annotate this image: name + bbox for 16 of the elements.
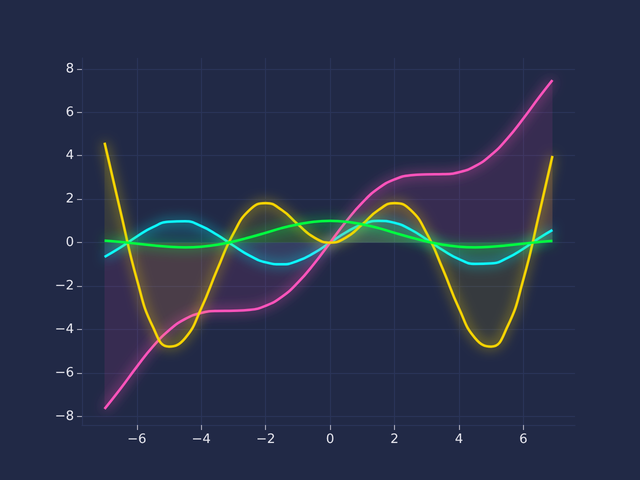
x-tick-label: −4 [192,432,211,447]
y-tick-label: −8 [54,408,74,424]
x-tick-label: −2 [256,432,276,447]
x-tick-label: 4 [454,432,464,447]
x-tick-label: −6 [127,432,146,447]
y-tick-label: −2 [54,278,74,294]
x-tick-label: 0 [326,432,334,447]
y-tick-label: 8 [66,61,74,76]
x-tick-label: 6 [519,432,528,447]
x-tick-label: 2 [390,432,399,447]
y-tick-label: −4 [54,322,74,337]
y-tick-label: 4 [66,148,74,164]
y-tick-label: 6 [66,104,74,120]
y-tick-label: −6 [54,365,74,380]
y-tick-label: 2 [66,192,74,207]
y-tick-label: 0 [66,235,74,250]
